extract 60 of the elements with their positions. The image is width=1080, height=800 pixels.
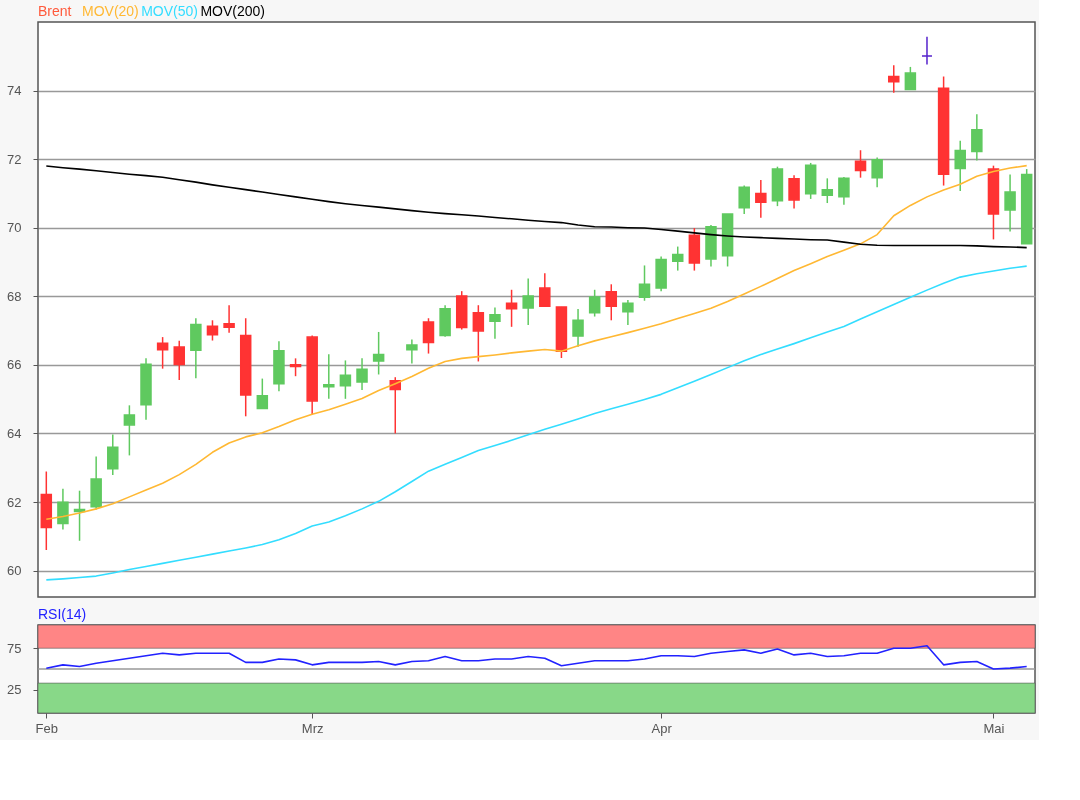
candlestick [1004, 173, 1016, 233]
y-tick-label: 66 [7, 357, 22, 373]
candlestick [854, 149, 867, 179]
candlestick [605, 283, 618, 322]
text: Brent [38, 3, 72, 19]
candlestick [323, 353, 335, 400]
candlestick [223, 304, 235, 334]
line-series [45, 644, 1028, 670]
candlestick [522, 277, 534, 326]
candlestick [954, 139, 966, 192]
y-tick-label: 72 [7, 151, 22, 167]
candlestick [123, 404, 136, 457]
candlestick [489, 306, 501, 340]
candlestick [821, 177, 834, 204]
candlestick [173, 340, 185, 381]
candlestick [206, 319, 219, 342]
text: MOV(20) [82, 3, 139, 19]
y-tick-label: 25 [7, 682, 22, 698]
candlestick [339, 359, 352, 400]
y-tick-label: 64 [7, 425, 22, 441]
candlestick [638, 264, 651, 302]
candlestick [671, 245, 684, 272]
candlestick [256, 377, 269, 410]
y-tick-label: 60 [7, 563, 22, 579]
candlestick [755, 179, 767, 219]
candlestick [472, 304, 485, 363]
candlestick [838, 176, 850, 206]
candlestick [505, 289, 518, 328]
y-tick-label: 62 [7, 494, 22, 510]
candlestick [788, 174, 800, 210]
candlestick [572, 308, 584, 348]
y-tick-label: 70 [7, 220, 22, 236]
x-tick-label: Mai [983, 720, 1005, 736]
candlestick [888, 64, 900, 94]
y-tick-label: 75 [7, 640, 22, 656]
text: MOV(200) [200, 3, 265, 19]
candlestick [539, 272, 551, 307]
y-tick-label: 74 [7, 83, 22, 99]
candlestick [422, 317, 435, 355]
line-series [45, 265, 1028, 581]
text: MOV(50) [141, 3, 198, 19]
candlestick [156, 336, 169, 370]
x-tick-label: Mrz [301, 720, 324, 736]
x-tick-label: Feb [35, 720, 59, 736]
text: RSI(14) [38, 606, 87, 622]
candlestick [372, 331, 385, 376]
candlestick [971, 113, 983, 162]
candlestick [622, 299, 634, 326]
candlestick [356, 357, 368, 391]
candlestick [738, 184, 750, 215]
candlestick [107, 433, 119, 476]
candlestick [871, 156, 883, 189]
y-tick-label: 68 [7, 288, 22, 304]
candlestick [921, 35, 933, 66]
line-series [45, 165, 1028, 249]
x-tick-label: Apr [651, 720, 673, 736]
candlestick [57, 487, 69, 531]
candlestick [904, 66, 917, 91]
candlestick [588, 289, 601, 318]
candlestick [406, 338, 418, 365]
